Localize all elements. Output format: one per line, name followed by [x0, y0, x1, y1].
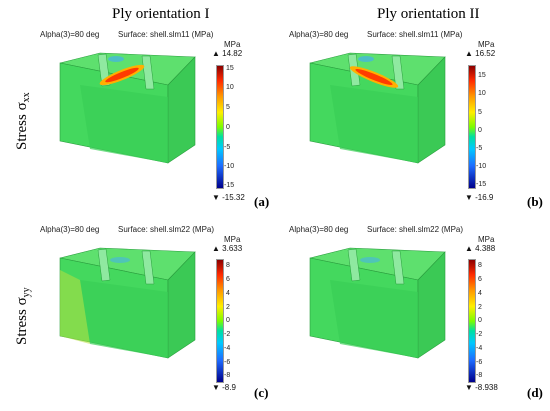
stress-cold-spot	[108, 56, 124, 62]
stress-cold-spot	[358, 56, 374, 62]
model-stiffener	[391, 250, 405, 285]
colorbar-tick-label: -8	[476, 372, 483, 379]
panel-a: Alpha(3)=80 deg Surface: shell.slm11 (MP…	[0, 0, 275, 209]
model-inner-face	[330, 280, 418, 358]
model-stiffener	[141, 55, 155, 90]
colorbar-tick-label: 5	[226, 104, 230, 111]
colorbar-tick-label: 4	[478, 290, 482, 297]
stress-hotspot-core	[105, 67, 139, 83]
panel-d: Alpha(3)=80 deg Surface: shell.slm22 (MP…	[275, 205, 550, 411]
colorbar-tick-label: -5	[224, 144, 231, 151]
shell-model-render	[59, 52, 196, 164]
colorbar-tick-label: -2	[224, 331, 231, 338]
colorbar-tick-label: -15	[224, 182, 235, 189]
colorbar-tick-label: -6	[224, 359, 231, 366]
colorbar-tick-label: 0	[478, 317, 482, 324]
model-inner-face	[330, 85, 418, 163]
colorbar-max: ▲ 4.388	[465, 244, 496, 253]
colorbar-tick-label: 5	[478, 109, 482, 116]
colorbar-tick-label: 2	[478, 304, 482, 311]
colorbar-unit: MPa	[478, 40, 495, 49]
panel-caption-surface: Surface: shell.slm11 (MPa)	[118, 30, 214, 39]
colorbar-tick-label: -4	[476, 345, 483, 352]
colorbar-tick-label: -15	[476, 181, 487, 188]
colorbar-tick-label: 4	[226, 290, 230, 297]
colorbar-tick-label: 6	[478, 276, 482, 283]
colorbar-tick-label: 0	[226, 317, 230, 324]
colorbar-unit: MPa	[224, 235, 241, 244]
colorbar	[468, 65, 476, 189]
colorbar	[216, 259, 224, 383]
shell-model-render	[59, 247, 196, 359]
colorbar-tick-label: 10	[226, 84, 234, 91]
model-stiffener	[141, 250, 155, 285]
model-inner-face	[80, 280, 168, 358]
colorbar-min: ▼ -8.9	[212, 383, 236, 392]
panel-label: (a)	[254, 194, 270, 209]
stress-cold-spot	[110, 257, 130, 263]
colorbar-max: ▲ 16.52	[465, 49, 496, 58]
colorbar-tick-label: 6	[226, 276, 230, 283]
colorbar-unit: MPa	[224, 40, 241, 49]
panel-label: (c)	[254, 385, 269, 400]
colorbar	[216, 65, 224, 189]
model-inner-face	[80, 85, 168, 163]
colorbar-tick-label: 15	[478, 72, 486, 79]
shell-model-render	[309, 247, 446, 359]
panel-caption-alpha: Alpha(3)=80 deg	[289, 225, 349, 234]
column-title-ply-orientation-1: Ply orientation I	[112, 6, 210, 22]
colorbar-tick-label: -4	[224, 345, 231, 352]
panel-label: (d)	[527, 385, 543, 400]
panel-caption-alpha: Alpha(3)=80 deg	[40, 225, 100, 234]
panel-b: Alpha(3)=80 deg Surface: shell.slm11 (MP…	[275, 0, 550, 209]
model-stiffener	[391, 55, 405, 90]
colorbar-tick-label: 15	[226, 65, 234, 72]
colorbar-tick-label: 0	[478, 127, 482, 134]
colorbar-tick-label: -2	[476, 331, 483, 338]
panel-caption-alpha: Alpha(3)=80 deg	[40, 30, 100, 39]
colorbar-max: ▲ 14.82	[212, 49, 243, 58]
colorbar-tick-label: -10	[476, 163, 487, 170]
panel-caption-surface: Surface: shell.slm11 (MPa)	[367, 30, 463, 39]
panel-caption-surface: Surface: shell.slm22 (MPa)	[118, 225, 215, 234]
stress-hotspot-core	[355, 69, 393, 85]
colorbar-tick-label: 0	[226, 124, 230, 131]
panel-c: Alpha(3)=80 deg Surface: shell.slm22 (MP…	[0, 205, 275, 411]
colorbar	[468, 259, 476, 383]
panel-label: (b)	[527, 194, 543, 209]
colorbar-unit: MPa	[478, 235, 495, 244]
panel-caption-alpha: Alpha(3)=80 deg	[289, 30, 349, 39]
stress-cold-spot	[360, 257, 380, 263]
colorbar-tick-label: 8	[226, 262, 230, 269]
colorbar-min: ▼ -16.9	[465, 193, 494, 202]
model-stiffener	[347, 248, 361, 282]
colorbar-tick-label: -10	[224, 163, 235, 170]
colorbar-min: ▼ -8.938	[465, 383, 498, 392]
colorbar-tick-label: -6	[476, 359, 483, 366]
shell-model-render	[309, 52, 446, 164]
colorbar-min: ▼ -15.32	[212, 193, 245, 202]
column-title-ply-orientation-2: Ply orientation II	[377, 6, 480, 22]
colorbar-tick-label: -8	[224, 372, 231, 379]
colorbar-tick-label: 8	[478, 262, 482, 269]
colorbar-tick-label: -5	[476, 145, 483, 152]
panel-caption-surface: Surface: shell.slm22 (MPa)	[367, 225, 464, 234]
colorbar-tick-label: 10	[478, 90, 486, 97]
colorbar-tick-label: 2	[226, 304, 230, 311]
model-stiffener	[97, 248, 111, 282]
colorbar-max: ▲ 3.633	[212, 244, 243, 253]
stress-warm-zone	[60, 270, 90, 344]
